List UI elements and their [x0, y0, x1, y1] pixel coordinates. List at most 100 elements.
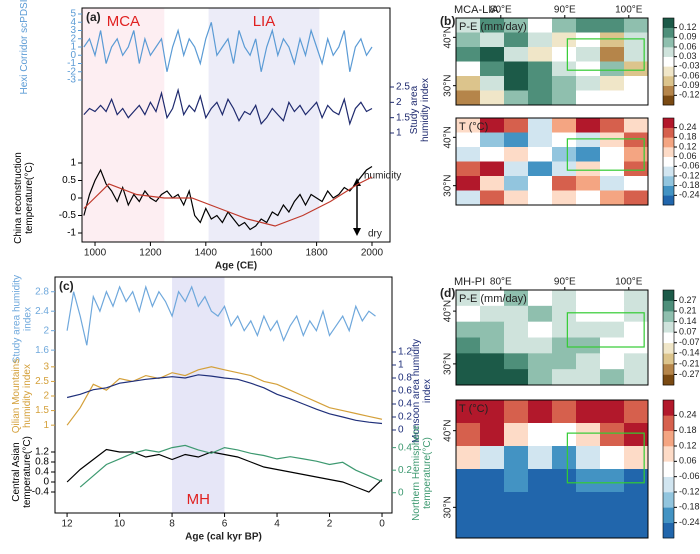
map-cell	[528, 18, 553, 33]
colorbar-segment	[663, 47, 674, 57]
y-tick-label: -0.4	[32, 487, 50, 498]
map-cell	[504, 47, 529, 62]
colorbar-segment	[663, 290, 674, 301]
lon-label: 100°E	[615, 277, 643, 288]
map-cell	[504, 423, 529, 447]
colorbar-label: -0.12	[679, 90, 700, 100]
map-cell	[504, 446, 529, 470]
y-tick-label: 0	[70, 50, 76, 61]
map-cell	[600, 76, 625, 91]
axis-title: Study area humidity index	[409, 78, 431, 142]
colorbar-label: 0.03	[679, 51, 697, 61]
y-tick-label: -2	[67, 66, 76, 77]
map-cell	[504, 492, 529, 516]
y-tick-label: 0	[398, 487, 404, 498]
map-cell	[480, 147, 505, 162]
colorbar-label: -0.14	[679, 348, 700, 358]
smoothed-line	[83, 176, 373, 227]
map-cell	[528, 469, 553, 493]
map-cell	[624, 161, 649, 177]
map-cell	[504, 61, 529, 77]
map-cell	[456, 305, 481, 323]
map-cell	[528, 369, 553, 386]
x-tick-label: 2	[327, 519, 333, 530]
map-cell	[624, 305, 649, 323]
y-tick-label: 1	[43, 420, 49, 431]
y-tick-label: 0.5	[62, 175, 76, 186]
map-cell	[600, 492, 625, 516]
map-cell	[624, 90, 649, 106]
x-tick-label: 12	[62, 519, 74, 530]
map-cell	[504, 90, 529, 106]
lat-label: 30°N	[443, 353, 454, 375]
colorbar-label: -0.06	[679, 161, 700, 171]
x-tick-label: 1000	[84, 248, 107, 259]
map-frame	[455, 17, 649, 106]
map-cell	[576, 469, 601, 493]
map-cell	[552, 147, 577, 162]
map-cell	[600, 515, 625, 539]
colorbar-segment	[663, 37, 674, 48]
colorbar-segment	[663, 147, 674, 157]
colorbar-label: -0.21	[679, 358, 700, 368]
colorbar-segment	[663, 342, 674, 354]
y-tick-label: 0	[70, 193, 76, 204]
map-cell	[552, 190, 577, 206]
map-cell	[528, 47, 553, 62]
map-cell	[552, 492, 577, 516]
map-cell	[504, 305, 529, 323]
map-title: MH-PI	[454, 276, 485, 288]
colorbar-label: 0.24	[679, 122, 697, 132]
colorbar-segment	[663, 27, 674, 38]
lat-label: 40°N	[443, 26, 454, 48]
map-cell	[576, 18, 601, 33]
panel-label: (b)	[440, 14, 455, 28]
map-cell	[624, 118, 649, 133]
map-cell	[456, 47, 481, 62]
map-cell	[480, 400, 505, 424]
colorbar-label: -0.06	[679, 70, 700, 80]
colorbar-segment	[663, 430, 674, 447]
colorbar-segment	[663, 176, 674, 186]
y-tick-label: 0.2	[398, 465, 412, 476]
map-cell	[480, 61, 505, 77]
map-cell	[528, 400, 553, 424]
map-cell	[480, 90, 505, 106]
series-line	[66, 284, 376, 346]
colorbar-frame	[662, 399, 675, 539]
map-cell	[504, 400, 529, 424]
map-cell	[480, 190, 505, 206]
y-tick-label: 2	[70, 33, 76, 44]
map-cell	[624, 290, 649, 307]
map-cell	[600, 353, 625, 370]
x-tick-label: 10	[114, 519, 126, 530]
colorbar-segment	[663, 332, 674, 344]
y-tick-label: 2.5	[396, 82, 410, 93]
lat-label: 40°N	[443, 419, 454, 441]
lon-label: 90°E	[554, 5, 576, 16]
y-tick-label: 1	[398, 360, 404, 371]
x-tick-label: 1200	[139, 248, 162, 259]
y-tick-label: 1.5	[35, 405, 49, 416]
colorbar-segment	[663, 85, 674, 96]
map-cell	[576, 337, 601, 354]
x-tick-label: 1600	[250, 248, 273, 259]
map-cell	[480, 337, 505, 354]
map-cell	[552, 305, 577, 323]
annotation: humidity	[364, 171, 401, 182]
colorbar-label: -0.18	[679, 502, 700, 512]
y-tick-label: 1.6	[35, 345, 49, 356]
map-cell	[576, 176, 601, 191]
lon-label: 100°E	[615, 5, 643, 16]
axis-title: China reconstruction temperature(°C)	[13, 152, 35, 244]
map-cell	[552, 446, 577, 470]
shade	[82, 8, 165, 242]
lat-label: 40°N	[443, 300, 454, 322]
period-label: MCA	[107, 13, 140, 30]
axis-title: Central Asian temperature(°C)	[11, 436, 33, 508]
y-tick-label: -1	[67, 228, 76, 239]
lat-label: 40°N	[443, 126, 454, 148]
y-tick-label: 0.8	[35, 457, 49, 468]
colorbar-frame	[662, 289, 675, 386]
